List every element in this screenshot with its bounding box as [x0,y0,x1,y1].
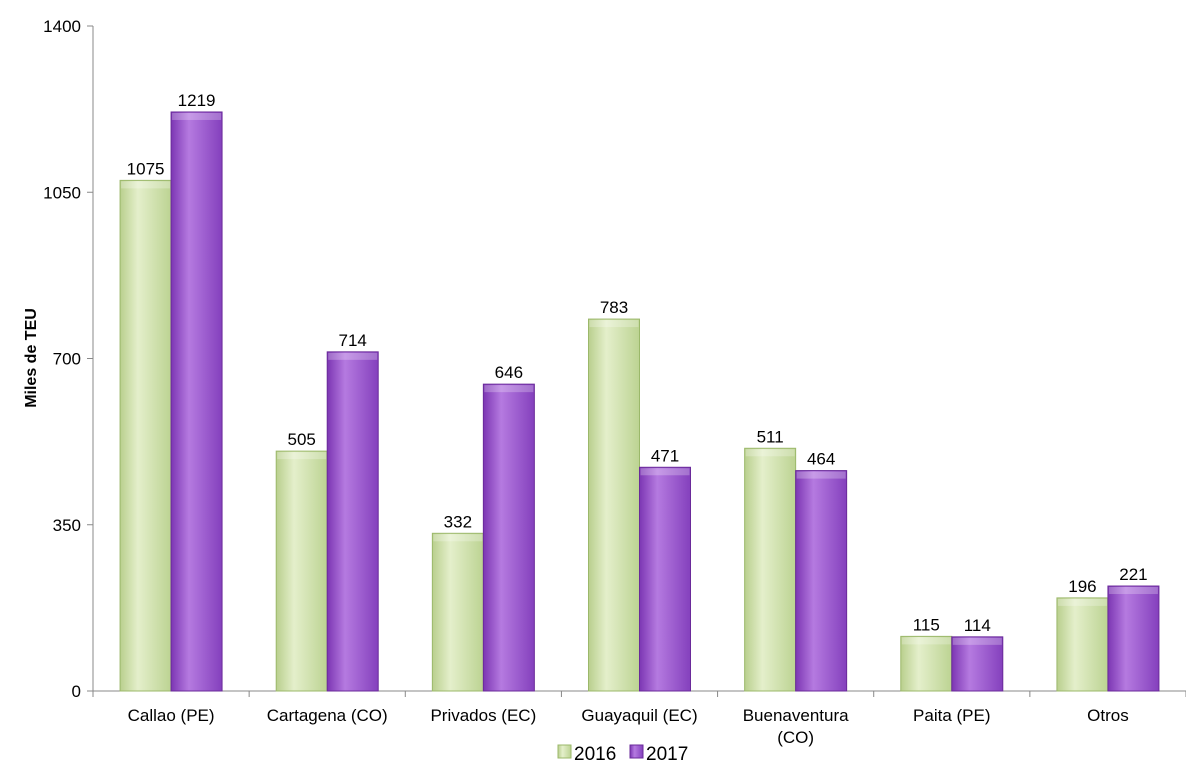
data-label: 114 [964,616,991,635]
legend-item-2017: 2017 [629,744,688,765]
axes: 0 350 700 1050 1400 [43,17,1186,701]
bar-bevel [277,452,327,460]
data-label: 646 [495,363,523,382]
x-tick-label: Callao (PE) [128,706,215,725]
bar [1107,585,1160,692]
data-label: 332 [444,512,472,531]
data-label: 511 [757,427,784,446]
bar-bevel [640,468,690,476]
bar-bevel [1108,587,1158,595]
bar [170,111,223,692]
legend-swatch [629,744,644,759]
bar [639,466,691,692]
x-tick-label: Guayaquil (EC) [581,706,697,725]
data-label: 1075 [127,159,165,178]
legend-swatch [557,744,572,759]
bar [1056,597,1109,692]
bar-bevel [328,352,378,360]
bar-2016-4 [744,447,797,692]
bar-2017-0 [170,111,223,692]
bar-bevel [433,534,483,542]
bar [795,470,848,692]
bar-2016-2 [431,532,484,692]
bar-2017-1 [326,351,379,692]
bar-bevel [952,637,1002,645]
legend-label: 2016 [574,744,616,765]
data-label: 505 [288,430,316,449]
data-label: 783 [600,298,628,317]
bar-bevel [745,449,795,457]
bar [431,532,484,692]
legend-label: 2017 [646,744,688,765]
bar-2017-4 [795,470,848,692]
y-axis-label: Miles de TEU [23,308,40,408]
y-tick-label: 1400 [43,17,81,36]
y-tick-label: 350 [53,516,81,535]
bar-bevel [172,112,222,120]
data-label: 471 [651,446,679,465]
bar-2016-0 [119,179,172,692]
legend: 2016 2017 [557,744,688,765]
x-tick-label: Cartagena (CO) [267,706,388,725]
bar-2017-2 [482,383,535,692]
bar [326,351,379,692]
bar-2017-3 [639,466,691,692]
data-label: 714 [339,331,367,350]
bar-bevel [901,637,951,645]
bar-2016-1 [275,450,328,692]
bar-2017-5 [951,636,1004,692]
bar [482,383,535,692]
legend-item-2016: 2016 [557,744,616,765]
bar-bevel [1057,598,1107,606]
y-tick-label: 700 [53,350,81,369]
bar-2017-6 [1107,585,1160,692]
bar-bevel [121,181,171,189]
x-tick-labels: Callao (PE) Cartagena (CO) Privados (EC) Gu… [128,706,1129,747]
y-tick-label: 0 [72,682,81,701]
bar-bevel [589,320,639,328]
data-label: 1219 [178,91,216,110]
bar [119,179,172,692]
bar-bevel [796,471,846,479]
bar [900,635,953,692]
x-tick-label: Paita (PE) [913,706,990,725]
bar [951,636,1004,692]
data-label: 196 [1068,577,1096,596]
bar [588,318,640,692]
bar-2016-3 [588,318,640,692]
y-tick-label: 1050 [43,183,81,202]
x-tick-label: Buenaventura (CO) [743,706,849,747]
bar-2016-6 [1056,597,1109,692]
bar [744,447,797,692]
bars [119,111,1160,692]
data-labels: 1075 505 332 783 511 115 196 1219 714 646 471 464 11… [127,91,1148,635]
bar-bevel [484,385,534,393]
bar-2016-5 [900,635,953,692]
x-tick-label: Otros [1087,706,1129,725]
data-label: 115 [913,615,940,634]
bar [275,450,328,692]
data-label: 221 [1119,565,1147,584]
x-tick-label: Privados (EC) [430,706,536,725]
data-label: 464 [807,450,835,469]
